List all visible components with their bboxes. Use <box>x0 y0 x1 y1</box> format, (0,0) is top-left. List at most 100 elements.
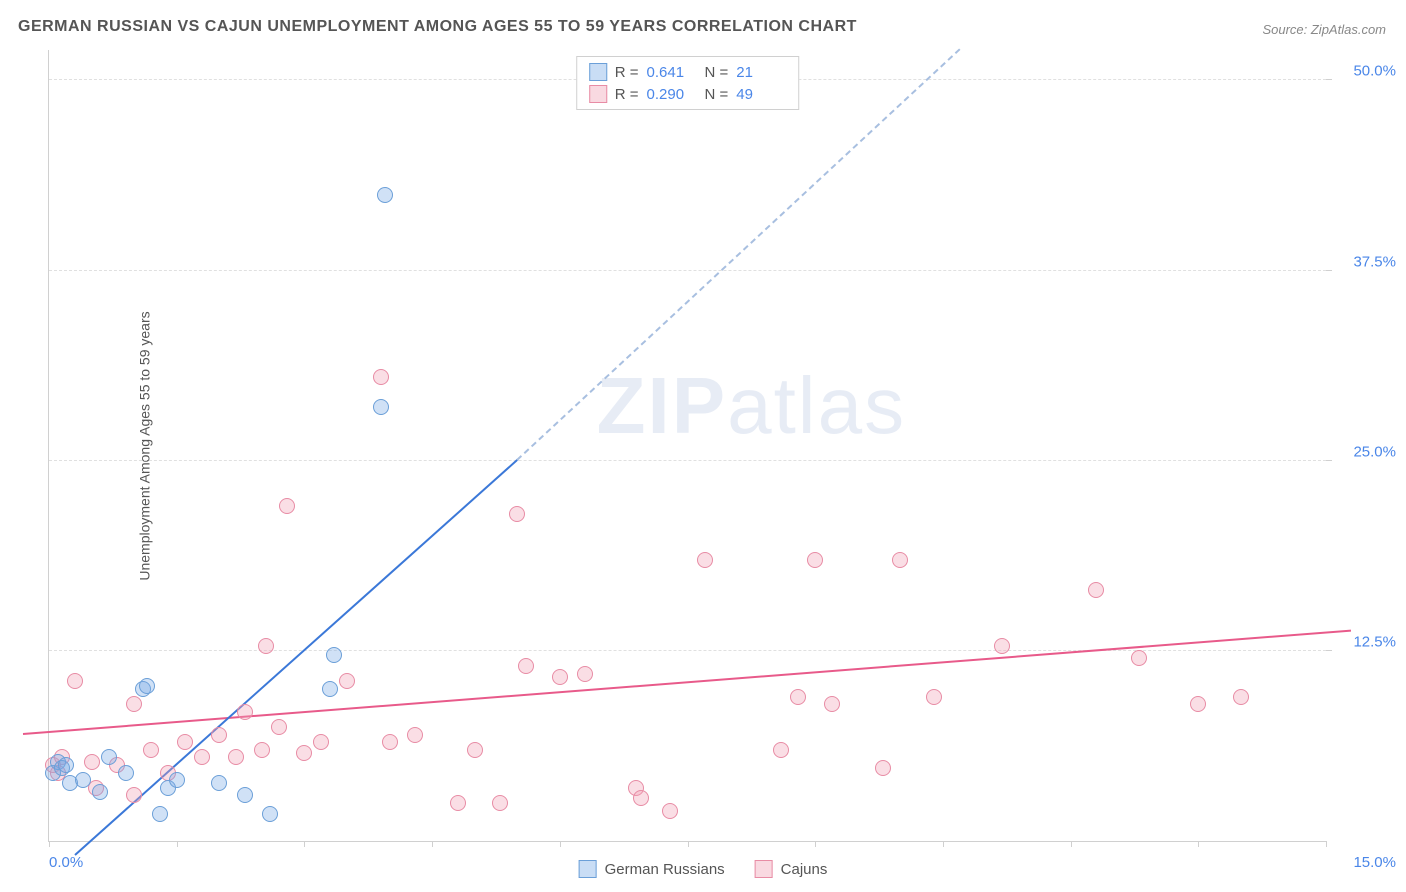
x-axis-start-label: 0.0% <box>49 854 83 871</box>
watermark: ZIPatlas <box>597 360 906 452</box>
data-point <box>237 704 253 720</box>
data-point <box>875 760 891 776</box>
data-point <box>322 681 338 697</box>
legend-row-pink: R = 0.290 N = 49 <box>589 83 787 105</box>
plot-area: ZIPatlas R = 0.641 N = 21 R = 0.290 N = … <box>48 50 1326 842</box>
x-tick <box>815 841 816 847</box>
legend-swatch-blue <box>589 63 607 81</box>
data-point <box>339 673 355 689</box>
data-point <box>697 552 713 568</box>
data-point <box>211 727 227 743</box>
data-point <box>450 795 466 811</box>
data-point <box>143 742 159 758</box>
regression-line <box>517 48 961 460</box>
x-tick <box>1071 841 1072 847</box>
data-point <box>662 803 678 819</box>
y-tick <box>1326 650 1332 651</box>
legend-r-label: R = <box>615 64 639 81</box>
data-point <box>271 719 287 735</box>
data-point <box>101 749 117 765</box>
y-tick <box>1326 79 1332 80</box>
legend-label: German Russians <box>605 861 725 878</box>
legend-n-label: N = <box>705 86 729 103</box>
legend-swatch-pink <box>755 860 773 878</box>
legend-r-value-pink: 0.290 <box>647 86 697 103</box>
x-tick <box>49 841 50 847</box>
data-point <box>254 742 270 758</box>
data-point <box>258 638 274 654</box>
data-point <box>926 689 942 705</box>
data-point <box>67 673 83 689</box>
legend-n-label: N = <box>705 64 729 81</box>
data-point <box>152 806 168 822</box>
data-point <box>467 742 483 758</box>
data-point <box>1233 689 1249 705</box>
data-point <box>126 787 142 803</box>
x-tick <box>304 841 305 847</box>
data-point <box>994 638 1010 654</box>
y-tick-label: 12.5% <box>1353 633 1396 650</box>
legend-n-value-blue: 21 <box>736 64 786 81</box>
data-point <box>211 775 227 791</box>
data-point <box>382 734 398 750</box>
data-point <box>279 498 295 514</box>
data-point <box>126 696 142 712</box>
data-point <box>75 772 91 788</box>
y-tick <box>1326 270 1332 271</box>
chart-title: GERMAN RUSSIAN VS CAJUN UNEMPLOYMENT AMO… <box>18 18 857 36</box>
x-tick <box>432 841 433 847</box>
data-point <box>326 647 342 663</box>
x-tick <box>560 841 561 847</box>
data-point <box>633 790 649 806</box>
legend-r-value-blue: 0.641 <box>647 64 697 81</box>
legend-n-value-pink: 49 <box>736 86 786 103</box>
data-point <box>892 552 908 568</box>
data-point <box>237 787 253 803</box>
legend-item-cajuns: Cajuns <box>755 860 828 878</box>
data-point <box>296 745 312 761</box>
legend-series: German Russians Cajuns <box>579 860 828 878</box>
data-point <box>139 678 155 694</box>
y-tick-label: 25.0% <box>1353 443 1396 460</box>
y-tick <box>1326 460 1332 461</box>
data-point <box>373 369 389 385</box>
data-point <box>1131 650 1147 666</box>
data-point <box>577 666 593 682</box>
data-point <box>377 187 393 203</box>
data-point <box>228 749 244 765</box>
data-point <box>824 696 840 712</box>
legend-swatch-blue <box>579 860 597 878</box>
regression-line <box>23 629 1351 734</box>
chart-source: Source: ZipAtlas.com <box>1262 22 1386 37</box>
data-point <box>84 754 100 770</box>
data-point <box>807 552 823 568</box>
legend-r-label: R = <box>615 86 639 103</box>
x-axis-end-label: 15.0% <box>1353 854 1396 871</box>
x-tick <box>1326 841 1327 847</box>
data-point <box>58 757 74 773</box>
data-point <box>262 806 278 822</box>
data-point <box>194 749 210 765</box>
legend-row-blue: R = 0.641 N = 21 <box>589 61 787 83</box>
data-point <box>773 742 789 758</box>
grid-line <box>49 270 1326 271</box>
data-point <box>92 784 108 800</box>
x-tick <box>688 841 689 847</box>
legend-correlation-box: R = 0.641 N = 21 R = 0.290 N = 49 <box>576 56 800 110</box>
data-point <box>509 506 525 522</box>
x-tick <box>943 841 944 847</box>
legend-swatch-pink <box>589 85 607 103</box>
legend-item-german-russians: German Russians <box>579 860 725 878</box>
x-tick <box>177 841 178 847</box>
data-point <box>169 772 185 788</box>
data-point <box>118 765 134 781</box>
y-tick-label: 37.5% <box>1353 253 1396 270</box>
data-point <box>313 734 329 750</box>
data-point <box>518 658 534 674</box>
x-tick <box>1198 841 1199 847</box>
data-point <box>373 399 389 415</box>
legend-label: Cajuns <box>781 861 828 878</box>
data-point <box>177 734 193 750</box>
grid-line <box>49 460 1326 461</box>
data-point <box>492 795 508 811</box>
